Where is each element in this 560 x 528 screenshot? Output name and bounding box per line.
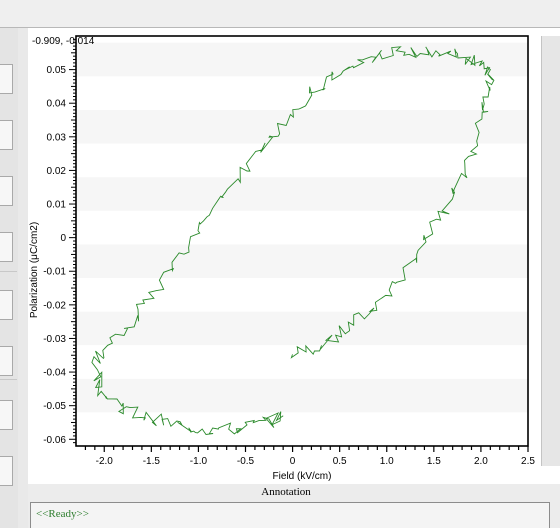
y-tick-label: 0.01 [47,200,67,211]
cursor-readout: -0.909, -0.014 [32,36,95,47]
left-field-3[interactable] [0,176,13,206]
background-band [76,177,528,211]
x-axis-label: Field (kV/cm) [273,471,332,482]
left-field-6[interactable] [0,346,13,376]
x-tick-label: 2.5 [521,456,535,467]
y-tick-label: -0.02 [43,300,66,311]
y-tick-label: -0.06 [43,435,66,446]
plot-panel[interactable]: -2.0 -1.5 -1.0 -0.5 0 0.5 1.0 1.5 2.0 2.5 -0.06 -0… [28,28,560,484]
x-tick-label: 2.0 [474,456,488,467]
y-tick-labels: -0.06 -0.05 -0.04 -0.03 -0.02 -0.01 0 0.01 0.02 0… [43,65,66,446]
background-band [76,345,528,379]
background-band [76,412,528,446]
x-tick-label: -1.0 [190,456,208,467]
annotation-title: Annotation [261,486,311,498]
left-field-1[interactable] [0,64,13,94]
y-axis-ticks [69,38,76,444]
x-tick-label: 1.5 [427,456,441,467]
x-axis-ticks [84,446,529,452]
y-tick-label: 0.04 [47,99,67,110]
background-band [76,244,528,278]
top-toolbar [0,0,560,28]
left-field-7[interactable] [0,400,13,430]
y-tick-label: -0.05 [43,401,66,412]
background-band [76,76,528,110]
background-band [76,311,528,346]
x-tick-label: -0.5 [237,456,255,467]
x-tick-label: 0 [290,456,296,467]
x-tick-label: 1.0 [380,456,394,467]
background-band [76,42,528,77]
left-field-4[interactable] [0,232,13,262]
annotation-box: <<Ready>> [30,502,550,528]
left-field-8[interactable] [0,456,13,486]
background-band [76,378,528,413]
left-field-5[interactable] [0,290,13,320]
background-band [76,210,528,245]
x-tick-label: -1.5 [143,456,161,467]
y-tick-label: 0.02 [47,166,67,177]
x-tick-label: -2.0 [96,456,114,467]
y-tick-label: -0.01 [43,267,66,278]
left-divider-1 [0,271,17,272]
status-text: <<Ready>> [36,508,89,520]
x-tick-label: 0.5 [333,456,347,467]
background-band [76,143,528,178]
left-control-panel [0,28,18,528]
y-axis-label: Polarization (μC/cm2) [29,222,40,318]
polarization-trace [91,46,495,435]
left-field-2[interactable] [0,120,13,150]
y-tick-label: 0 [60,233,66,244]
x-tick-labels: -2.0 -1.5 -1.0 -0.5 0 0.5 1.0 1.5 2.0 2.5 [96,456,536,467]
y-tick-label: 0.03 [47,132,67,143]
plot-frame [75,35,529,447]
right-scroll-strip[interactable] [541,36,560,466]
y-tick-label: -0.04 [43,368,66,379]
background-bands [76,42,528,446]
background-band [76,277,528,312]
y-tick-label: -0.03 [43,334,66,345]
panel-gap [18,28,28,528]
hysteresis-chart[interactable]: -2.0 -1.5 -1.0 -0.5 0 0.5 1.0 1.5 2.0 2.5 -0.06-0… [28,28,560,484]
left-divider-2 [0,379,17,380]
y-tick-label: 0.05 [47,65,67,76]
background-band [76,109,528,144]
